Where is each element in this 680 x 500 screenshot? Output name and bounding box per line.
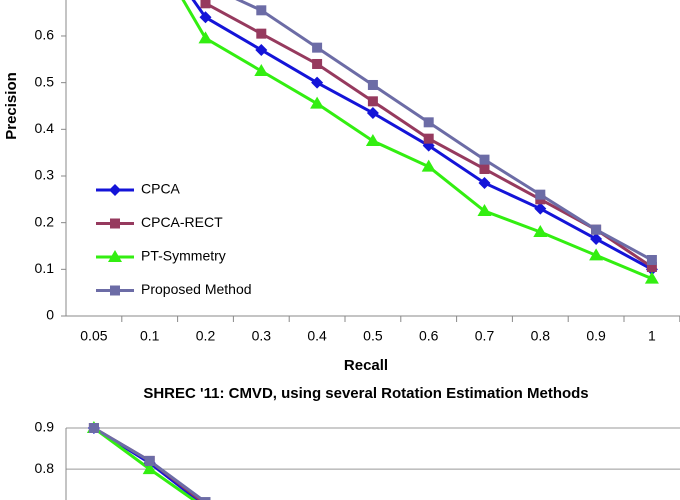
x-tick-label: 0.1 xyxy=(140,328,160,344)
point xyxy=(591,224,602,235)
point xyxy=(254,63,269,76)
x-axis-label: Recall xyxy=(344,357,388,374)
point xyxy=(533,224,548,237)
plot-area xyxy=(181,0,659,284)
y-tick-label: 0.1 xyxy=(35,260,55,276)
point xyxy=(534,202,547,215)
y-tick-label: 0.9 xyxy=(35,419,55,435)
legend-marker xyxy=(110,218,120,229)
x-tick-label: 1 xyxy=(648,328,656,344)
point xyxy=(199,11,212,24)
plot-area xyxy=(66,421,680,500)
legend-label: CPCA xyxy=(141,181,181,197)
point xyxy=(311,76,324,89)
point xyxy=(312,42,323,53)
x-tick-label: 0.5 xyxy=(363,328,383,344)
y-tick-label: 0.4 xyxy=(35,120,55,136)
legend-label: CPCA-RECT xyxy=(141,214,223,230)
point xyxy=(365,133,380,146)
legend-label: Proposed Method xyxy=(141,281,252,297)
y-tick-label: 0 xyxy=(46,307,54,323)
point xyxy=(421,159,436,172)
point xyxy=(200,0,211,9)
x-tick-label: 0.2 xyxy=(196,328,216,344)
point xyxy=(198,31,213,44)
point xyxy=(310,96,325,109)
point xyxy=(479,163,490,174)
x-tick-label: 0.6 xyxy=(419,328,439,344)
x-tick-label: 0.05 xyxy=(80,328,107,344)
legend-marker xyxy=(109,184,121,196)
y-tick-label: 0.8 xyxy=(35,460,55,476)
point xyxy=(479,154,490,165)
point xyxy=(142,462,157,475)
x-tick-label: 0.8 xyxy=(531,328,551,344)
point xyxy=(256,28,267,39)
point xyxy=(589,248,604,261)
x-tick-label: 0.9 xyxy=(586,328,606,344)
y-axis-label: Precision xyxy=(3,72,20,140)
y-tick-label: 0.2 xyxy=(35,213,55,229)
point xyxy=(312,58,323,69)
point xyxy=(367,79,378,90)
legend-marker xyxy=(110,285,120,296)
legend-marker xyxy=(108,250,122,262)
x-tick-label: 0.3 xyxy=(252,328,272,344)
y-tick-label: 0.5 xyxy=(35,73,55,89)
point xyxy=(200,497,211,500)
point xyxy=(478,176,491,189)
point xyxy=(477,203,492,216)
point xyxy=(367,96,378,107)
point xyxy=(423,117,434,128)
x-tick-label: 0.4 xyxy=(307,328,327,344)
point xyxy=(423,133,434,144)
point xyxy=(144,455,155,466)
y-tick-label: 0.3 xyxy=(35,167,55,183)
legend-label: PT-Symmetry xyxy=(141,248,226,264)
point xyxy=(256,5,267,16)
point xyxy=(646,261,657,272)
y-tick-label: 0.6 xyxy=(35,27,55,43)
point xyxy=(644,271,659,284)
chart-title: SHREC '11: CMVD, using several Rotation … xyxy=(143,385,588,402)
point xyxy=(366,106,379,119)
point xyxy=(535,189,546,200)
point xyxy=(590,232,603,245)
x-tick-label: 0.7 xyxy=(475,328,495,344)
point xyxy=(255,43,268,56)
point xyxy=(88,423,99,433)
point xyxy=(646,254,657,265)
